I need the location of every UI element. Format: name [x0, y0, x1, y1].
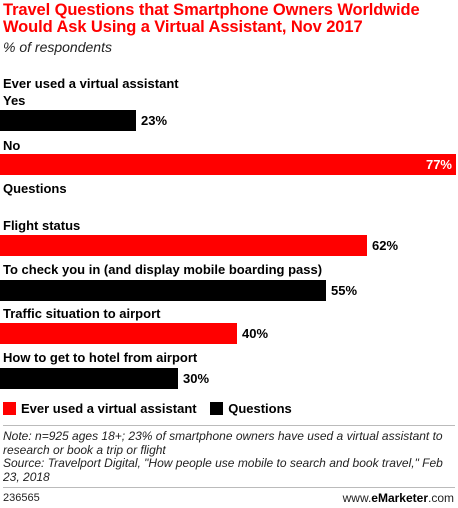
category-label-traffic-situation-to-airport: Traffic situation to airport [3, 306, 161, 321]
category-label-to-check-you-in-and-display-mobile-boarding-pass: To check you in (and display mobile boar… [3, 262, 323, 277]
bar-how-to-get-to-hotel-from-airport [0, 368, 178, 389]
category-label-no: No [3, 138, 21, 153]
category-label-flight-status: Flight status [3, 218, 81, 233]
bar-no [0, 154, 456, 175]
chart-title: Travel Questions that Smartphone Owners … [3, 1, 420, 36]
value-label-flight-status: 62% [372, 238, 399, 253]
chart-subtitle: % of respondents [3, 39, 112, 55]
value-label-how-to-get-to-hotel-from-airport: 30% [183, 371, 210, 386]
brand-prefix: www. [342, 491, 372, 505]
source-text: Source: Travelport Digital, "How people … [3, 456, 443, 484]
chart-id: 236565 [3, 492, 40, 504]
legend-item-questions: Questions [210, 400, 292, 418]
legend-item-ever-used: Ever used a virtual assistant [3, 400, 197, 418]
bar-traffic-situation-to-airport [0, 323, 237, 344]
value-label-to-check-you-in-and-display-mobile-boarding-pass: 55% [331, 283, 358, 298]
section-label-ever-used: Ever used a virtual assistant [3, 76, 179, 91]
value-label-no: 77% [425, 157, 452, 172]
emarketer-logo: www.eMarketer.com [343, 491, 454, 505]
value-label-yes: 23% [141, 113, 168, 128]
section-label-questions: Questions [3, 181, 67, 196]
brand-suffix: .com [427, 491, 454, 505]
bar-yes [0, 110, 136, 131]
note-text: Note: n=925 ages 18+; 23% of smartphone … [3, 429, 443, 457]
category-label-yes: Yes [3, 93, 26, 108]
chart-legend: Ever used a virtual assistant Questions [3, 400, 302, 418]
legend-label-questions: Questions [228, 401, 292, 416]
value-label-traffic-situation-to-airport: 40% [242, 326, 269, 341]
chart-notes: Note: n=925 ages 18+; 23% of smartphone … [3, 429, 455, 484]
legend-label-ever-used: Ever used a virtual assistant [21, 401, 197, 416]
footer-divider [3, 487, 455, 488]
bar-flight-status [0, 235, 367, 256]
brand-name: eMarketer [371, 491, 428, 505]
legend-swatch-black [210, 402, 224, 415]
legend-swatch-red [3, 402, 16, 415]
bar-to-check-you-in-and-display-mobile-boarding-pass [0, 280, 326, 301]
category-label-how-to-get-to-hotel-from-airport: How to get to hotel from airport [3, 350, 198, 365]
divider [3, 425, 455, 426]
